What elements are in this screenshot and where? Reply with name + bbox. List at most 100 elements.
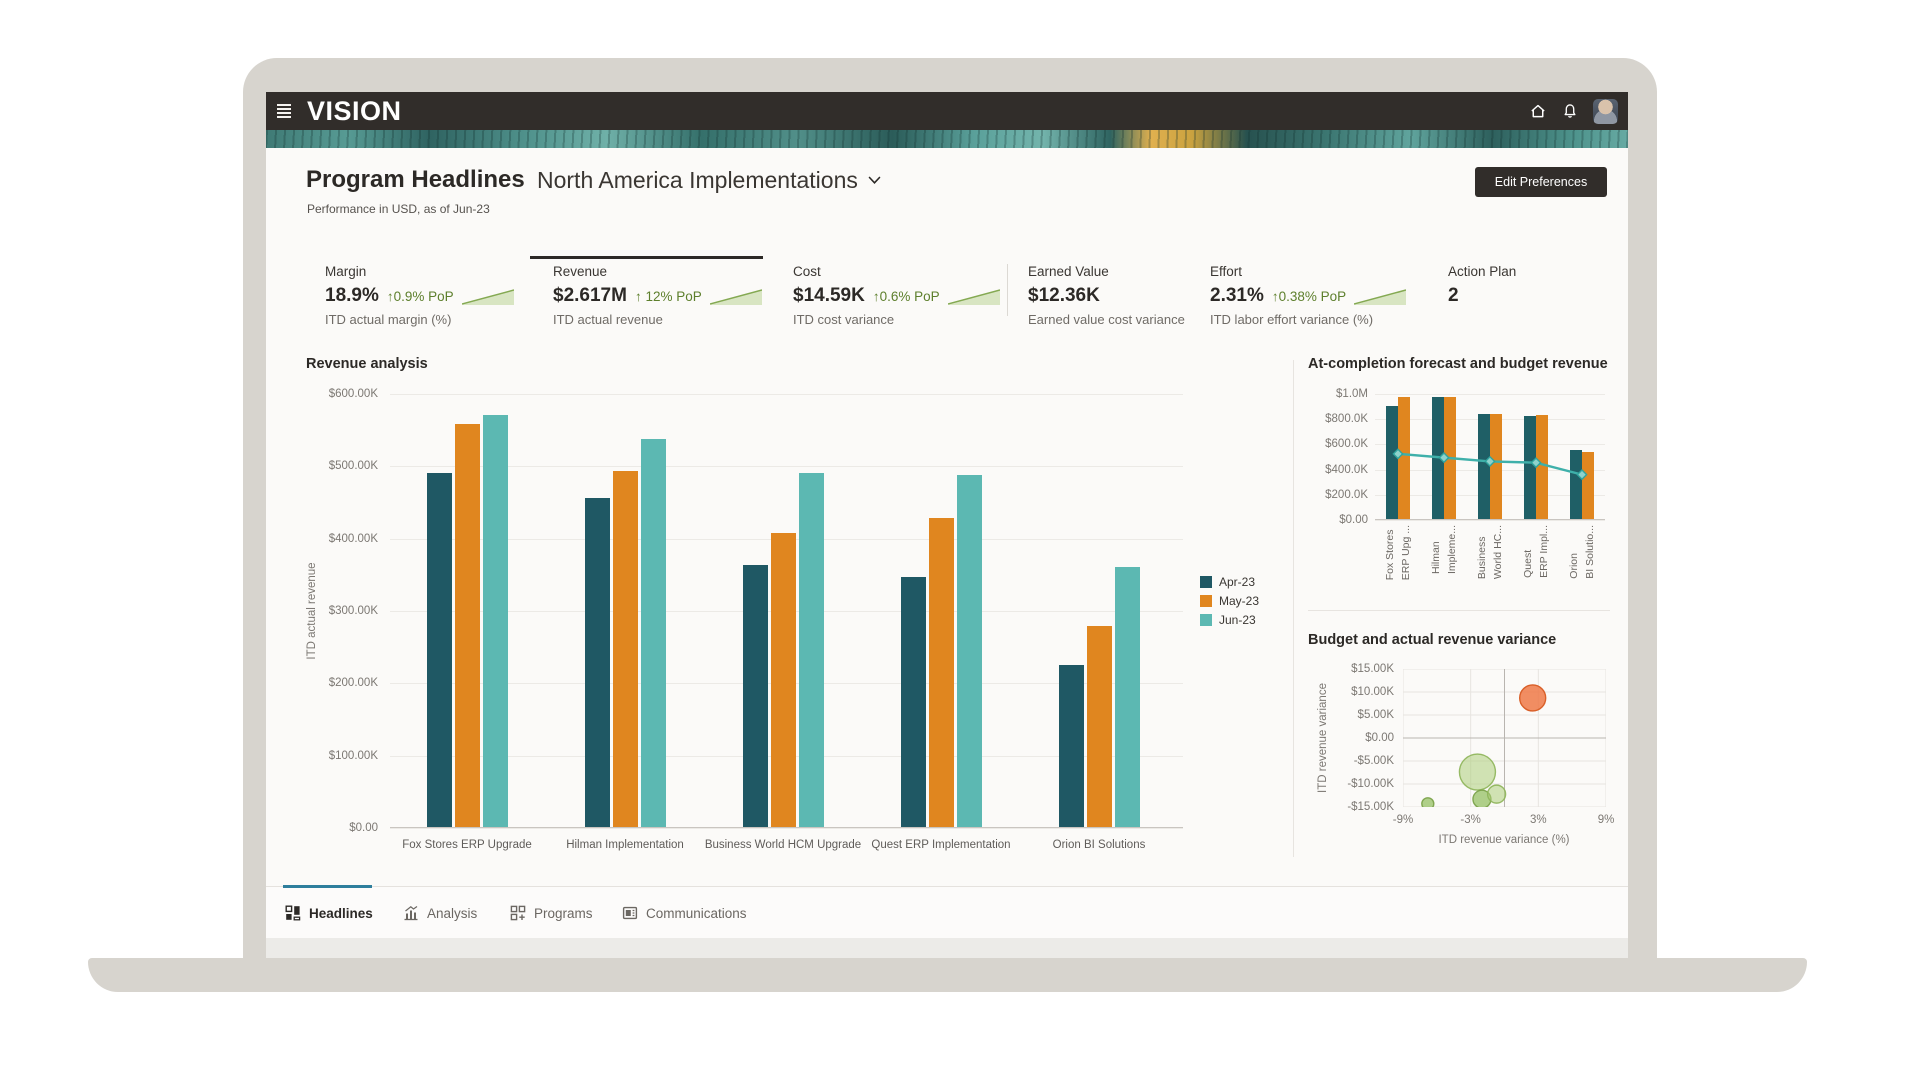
bar-series-orange (1490, 413, 1502, 519)
label-line: Quest (1521, 549, 1534, 578)
legend-label: Apr-23 (1219, 575, 1256, 589)
y-tick-label: $400.0K (1325, 463, 1368, 476)
x-category-label: Fox Stores ERP Upgrade (402, 839, 532, 851)
label-line: Fox Stores (1383, 529, 1396, 581)
tab-analysis[interactable]: Analysis (403, 887, 477, 939)
forecast-chart (1375, 394, 1605, 521)
kpi-value: $2.617M (553, 285, 627, 306)
revenue-analysis-chart (390, 394, 1183, 829)
home-icon[interactable] (1529, 102, 1547, 120)
active-tab-indicator (283, 885, 372, 888)
bubble-point (1458, 753, 1497, 791)
x-tick-label: -9% (1392, 814, 1414, 826)
bar-Apr-23 (743, 565, 768, 827)
bubble-y-axis-label: ITD revenue variance (1317, 683, 1329, 793)
brand-logo: VISION (307, 96, 402, 126)
legend-item: May-23 (1200, 594, 1259, 608)
edit-preferences-button[interactable]: Edit Preferences (1475, 167, 1607, 197)
kpi-effort[interactable]: Effort 2.31% ↑0.38% PoP ITD labor effort… (1210, 264, 1435, 327)
kpi-label: Effort (1210, 264, 1243, 279)
bar-Apr-23 (585, 497, 610, 827)
y-tick-label: $600.0K (1325, 438, 1368, 451)
forecast-chart-title: At-completion forecast and budget revenu… (1308, 356, 1608, 372)
gridline (390, 394, 1183, 395)
kpi-value: 2 (1448, 285, 1459, 306)
forecast-category-label: Business World HC... (1476, 525, 1504, 579)
legend-item: Jun-23 (1200, 613, 1259, 627)
tab-headlines[interactable]: Headlines (285, 887, 373, 939)
y-tick-label: $300.00K (328, 605, 378, 617)
kpi-sublabel: ITD labor effort variance (%) (1210, 312, 1374, 327)
y-tick-label: $10.00K (1351, 686, 1394, 698)
x-category-label: Hilman Implementation (566, 839, 684, 851)
laptop-screen: VISION Program Headlines North America I… (266, 92, 1628, 958)
forecast-category-label: Hilman Impleme... (1430, 525, 1458, 574)
kpi-revenue[interactable]: Revenue $2.617M ↑ 12% PoP ITD actual rev… (553, 264, 778, 327)
main-chart-legend: Apr-23 May-23 Jun-23 (1200, 575, 1259, 632)
gridline (1375, 520, 1605, 521)
bar-series-teal (1570, 449, 1582, 519)
panel-divider (1308, 610, 1610, 611)
kpi-sublabel: ITD actual margin (%) (325, 312, 452, 327)
tab-label: Communications (646, 905, 747, 921)
bar-May-23 (1087, 625, 1112, 827)
x-category-label: Quest ERP Implementation (871, 839, 1011, 851)
tab-label: Programs (534, 905, 593, 921)
kpi-cost[interactable]: Cost $14.59K ↑0.6% PoP ITD cost variance (793, 264, 1018, 327)
x-tick-label: 9% (1597, 814, 1615, 826)
program-selector-dropdown[interactable]: North America Implementations (537, 167, 881, 194)
forecast-category-label: Quest ERP Impl... (1522, 525, 1550, 578)
x-axis-line (390, 827, 1183, 828)
kpi-value: $12.36K (1028, 285, 1100, 306)
bar-Jun-23 (641, 438, 666, 827)
variance-bubble-chart (1403, 669, 1606, 807)
y-tick-label: -$10.00K (1347, 778, 1394, 790)
kpi-delta: ↑0.38% PoP (1271, 288, 1347, 304)
kpi-sparkline (461, 289, 514, 305)
tab-label: Analysis (427, 905, 478, 921)
forecast-line-overlay (1392, 448, 1588, 481)
bar-series-teal (1386, 405, 1398, 519)
kpi-divider (1007, 264, 1008, 316)
label-line: Orion (1567, 553, 1580, 579)
kpi-label: Earned Value (1028, 264, 1109, 279)
kpi-sparkline (709, 289, 762, 305)
kpi-label: Margin (325, 264, 367, 279)
bar-Jun-23 (799, 472, 824, 827)
kpi-action-plan[interactable]: Action Plan 2 (1448, 264, 1628, 306)
bubble-point (1486, 784, 1507, 804)
bar-Apr-23 (427, 472, 452, 827)
label-line: ERP Upg ... (1399, 525, 1412, 581)
y-tick-label: $800.0K (1325, 413, 1368, 426)
bar-Jun-23 (483, 414, 508, 827)
x-tick-label: -3% (1460, 814, 1481, 826)
hamburger-menu-icon[interactable] (277, 104, 291, 118)
kpi-sparkline (947, 289, 1000, 305)
legend-swatch (1200, 576, 1212, 588)
gridline (1375, 394, 1605, 395)
user-avatar[interactable] (1593, 98, 1618, 124)
banner-image (266, 130, 1628, 148)
label-line: Impleme... (1445, 525, 1458, 575)
bubble-point (1421, 797, 1435, 807)
y-tick-label: $0.00 (1365, 732, 1394, 744)
gridline (390, 828, 1183, 829)
revenue-analysis-title: Revenue analysis (306, 356, 428, 372)
bar-Apr-23 (901, 577, 926, 827)
legend-swatch (1200, 614, 1212, 626)
page-subtitle: Performance in USD, as of Jun-23 (307, 202, 490, 216)
footer-tab-bar: Headlines Analysis Programs (266, 885, 1628, 939)
program-selector-label: North America Implementations (537, 167, 858, 193)
x-tick-label: 3% (1530, 814, 1547, 826)
bubble-x-axis-label: ITD revenue variance (%) (1438, 834, 1570, 846)
y-tick-label: $200.0K (1325, 488, 1368, 501)
main-chart-y-axis-label: ITD actual revenue (306, 562, 318, 660)
kpi-margin[interactable]: Margin 18.9% ↑0.9% PoP ITD actual margin… (325, 264, 550, 327)
label-line: Business (1475, 536, 1488, 580)
tab-communications[interactable]: Communications (622, 887, 747, 939)
notifications-bell-icon[interactable] (1561, 102, 1579, 120)
variance-chart-title: Budget and actual revenue variance (1308, 632, 1557, 648)
tab-programs[interactable]: Programs (510, 887, 593, 939)
bubble-point (1518, 684, 1547, 712)
kpi-earned-value[interactable]: Earned Value $12.36K Earned value cost v… (1028, 264, 1253, 327)
